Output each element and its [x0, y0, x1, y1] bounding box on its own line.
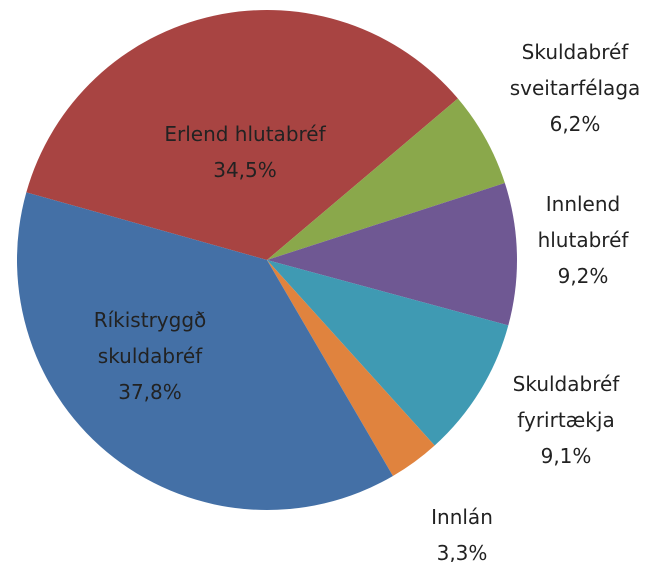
slice-label: Ríkistryggð skuldabréf 37,8% [70, 302, 230, 410]
slice-label: Skuldabréf sveitarfélaga 6,2% [490, 34, 648, 142]
category-label: Skuldabréf sveitarfélaga [509, 40, 641, 100]
category-label: Ríkistryggð skuldabréf [93, 308, 207, 368]
slice-label: Innlend hlutabréf 9,2% [498, 186, 648, 294]
value-label: 3,3% [436, 541, 488, 562]
value-label: 9,2% [557, 264, 609, 288]
value-label: 34,5% [213, 158, 277, 182]
slice-label: Innlán 3,3% [377, 499, 547, 562]
category-label: Skuldabréf fyrirtækja [512, 372, 620, 432]
category-label: Innlán [431, 505, 493, 529]
pie-slice [267, 260, 435, 476]
pie-slice [267, 260, 509, 446]
value-label: 37,8% [118, 380, 182, 404]
pie-slice [26, 9, 458, 261]
category-label: Innlend hlutabréf [537, 192, 629, 252]
pie-slice [16, 192, 393, 511]
slice-label: Erlend hlutabréf 34,5% [160, 116, 330, 188]
pie-slice [267, 98, 505, 260]
category-label: Erlend hlutabréf [164, 122, 326, 146]
value-label: 9,1% [540, 444, 592, 468]
slice-label: Skuldabréf fyrirtækja 9,1% [481, 366, 648, 474]
value-label: 6,2% [549, 112, 601, 136]
pie-slice [267, 183, 517, 326]
